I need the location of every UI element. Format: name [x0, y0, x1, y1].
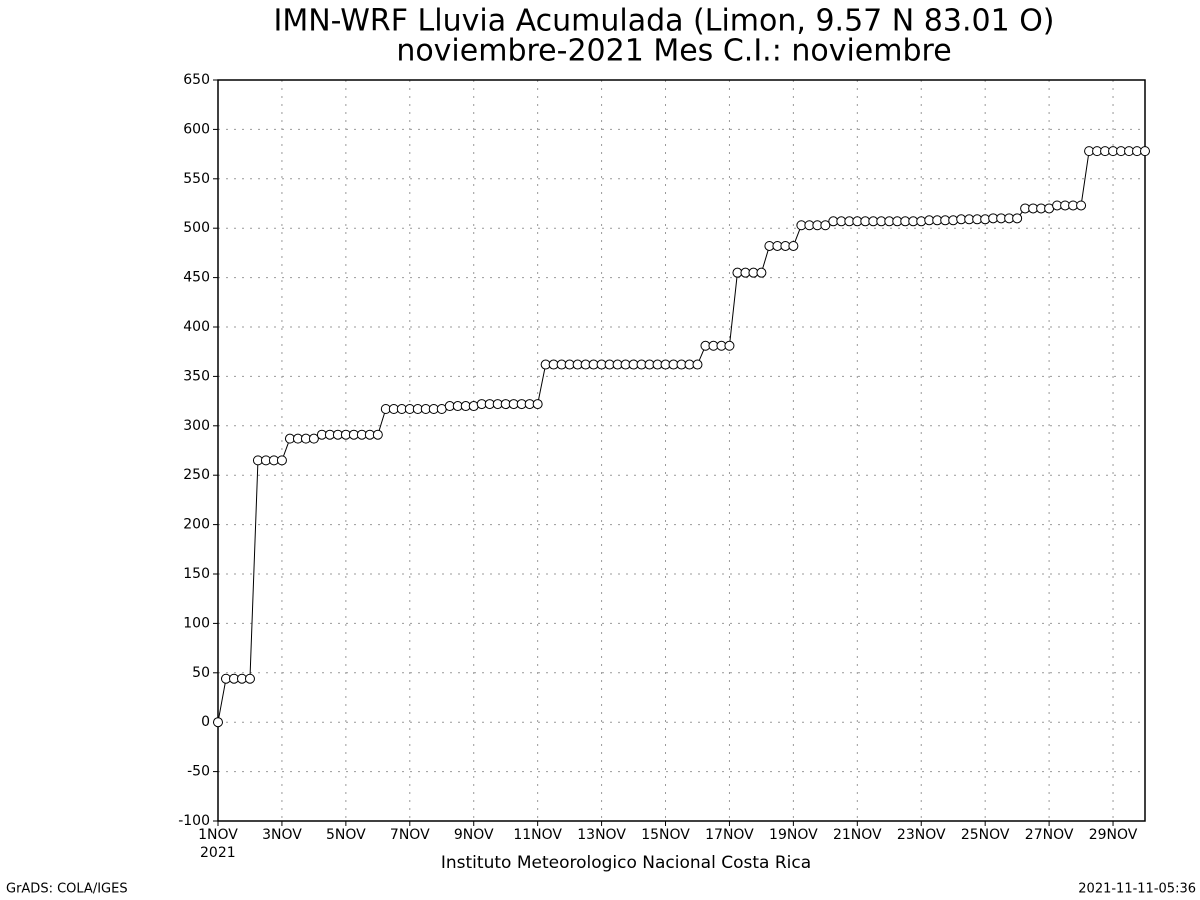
data-point — [756, 267, 767, 278]
chart-subtitle: noviembre-2021 Mes C.I.: noviembre — [396, 34, 951, 69]
x-tick-label: 3NOV — [262, 827, 302, 843]
x-tick-label: 9NOV — [454, 827, 494, 843]
y-tick-label: 150 — [183, 566, 210, 582]
y-tick-label: 50 — [192, 665, 210, 681]
data-point — [244, 673, 255, 684]
footer-left: GrADS: COLA/IGES — [6, 882, 128, 897]
data-point — [820, 220, 831, 231]
y-tick-label: 550 — [183, 171, 210, 187]
x-axis-label: Instituto Meteorologico Nacional Costa R… — [441, 853, 811, 873]
data-point — [372, 429, 383, 440]
x-tick-label: 17NOV — [705, 827, 754, 843]
x-tick-label: 27NOV — [1025, 827, 1074, 843]
y-tick-label: 500 — [183, 220, 210, 236]
x-tick-label: 25NOV — [961, 827, 1010, 843]
y-tick-label: 400 — [183, 319, 210, 335]
x-tick-label: 23NOV — [897, 827, 946, 843]
x-tick-label: 11NOV — [513, 827, 562, 843]
y-tick-label: 600 — [183, 121, 210, 137]
footer-right: 2021-11-11-05:36 — [1078, 882, 1196, 897]
data-point — [1012, 213, 1023, 224]
y-tick-label: 100 — [183, 615, 210, 631]
data-point — [788, 240, 799, 251]
y-tick-label: 300 — [183, 418, 210, 434]
data-point — [276, 455, 287, 466]
data-point — [213, 717, 223, 728]
data-point — [308, 433, 319, 444]
x-tick-label: 13NOV — [577, 827, 626, 843]
data-point — [532, 399, 543, 410]
x-tick-label: 15NOV — [641, 827, 690, 843]
y-tick-label: 450 — [183, 270, 210, 286]
x-year-label: 2021 — [200, 845, 236, 861]
data-point — [724, 340, 735, 351]
y-tick-label: -100 — [178, 813, 210, 829]
x-tick-label: 21NOV — [833, 827, 882, 843]
x-tick-label: 5NOV — [326, 827, 366, 843]
data-point — [1076, 200, 1087, 211]
plot-frame — [217, 79, 1146, 822]
y-tick-label: 200 — [183, 517, 210, 533]
chart-title: IMN-WRF Lluvia Acumulada (Limon, 9.57 N … — [273, 4, 1054, 39]
data-point — [1140, 146, 1150, 157]
y-tick-label: 350 — [183, 368, 210, 384]
y-tick-label: 650 — [183, 72, 210, 88]
y-tick-label: 250 — [183, 467, 210, 483]
x-tick-label: 29NOV — [1089, 827, 1138, 843]
x-tick-label: 19NOV — [769, 827, 818, 843]
x-tick-label: 7NOV — [390, 827, 430, 843]
data-point — [692, 359, 703, 370]
y-tick-label: -50 — [187, 764, 210, 780]
y-tick-label: 0 — [201, 714, 210, 730]
x-tick-label: 1NOV — [198, 827, 238, 843]
